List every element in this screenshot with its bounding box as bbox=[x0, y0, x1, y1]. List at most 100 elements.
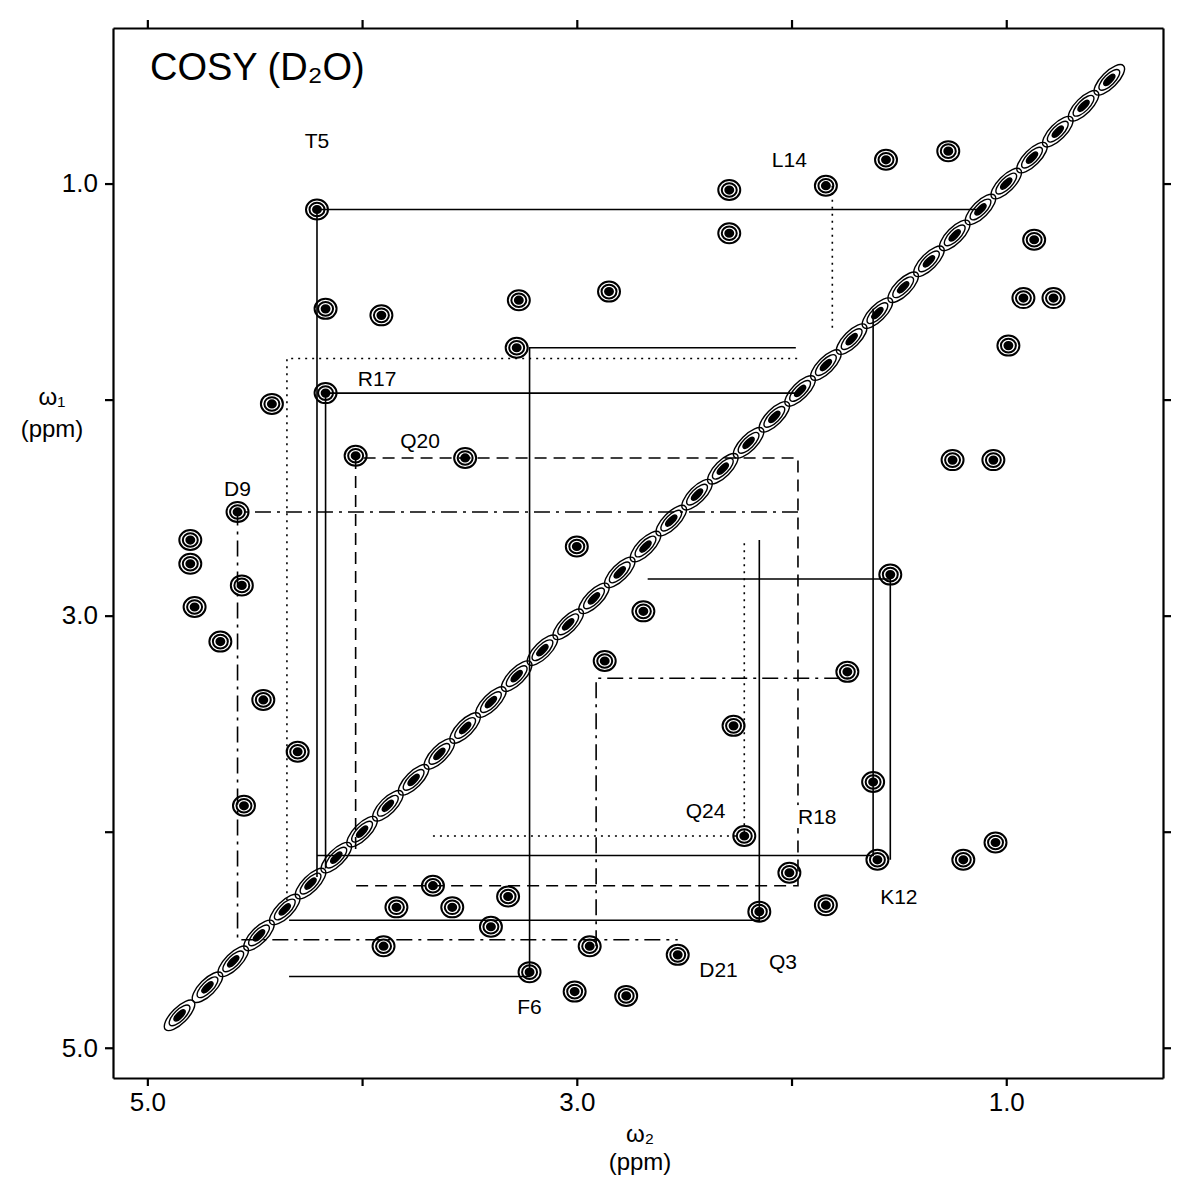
peak-contour bbox=[651, 501, 691, 541]
tick-label: 3.0 bbox=[62, 600, 98, 630]
peak-contour bbox=[441, 897, 463, 917]
contour-ring bbox=[670, 948, 685, 962]
diagonal-peak bbox=[729, 423, 769, 463]
contour-ring bbox=[725, 230, 733, 237]
tick-mark bbox=[1163, 615, 1171, 617]
cross-peak bbox=[287, 742, 309, 762]
cross-peak bbox=[345, 446, 367, 466]
peak-contour bbox=[626, 527, 666, 567]
contour-ring bbox=[948, 228, 962, 242]
contour-ring bbox=[445, 901, 460, 915]
contour-ring bbox=[1096, 66, 1123, 93]
tick: 1.0 bbox=[62, 168, 113, 198]
tick-mark bbox=[147, 1078, 149, 1086]
tick: 5.0 bbox=[130, 1078, 166, 1117]
tick-mark bbox=[105, 1047, 113, 1049]
cross-peak bbox=[937, 141, 959, 161]
contour-ring bbox=[993, 170, 1020, 197]
diagonal-peak bbox=[806, 345, 846, 385]
contour-ring bbox=[992, 839, 1000, 846]
contour-ring bbox=[602, 285, 617, 299]
contour-ring bbox=[183, 557, 198, 571]
contour-ring bbox=[959, 856, 967, 863]
peak-contour bbox=[564, 982, 586, 1002]
contour-ring bbox=[1025, 151, 1039, 165]
spin-system-path bbox=[317, 309, 873, 856]
spin-system-path bbox=[433, 540, 744, 836]
contour-ring bbox=[1001, 339, 1016, 353]
spin-system-label: T5 bbox=[305, 129, 330, 152]
diagonal-peak bbox=[780, 371, 820, 411]
contour-ring bbox=[879, 153, 894, 167]
tick-mark bbox=[105, 183, 113, 185]
tick-label: 5.0 bbox=[62, 1033, 98, 1063]
peak-contour bbox=[454, 448, 476, 468]
contour-ring bbox=[555, 611, 582, 638]
contour-ring bbox=[606, 559, 633, 586]
spin-system-label: R17 bbox=[358, 367, 397, 390]
peak-contour bbox=[1038, 112, 1078, 152]
peak-contour bbox=[733, 826, 755, 846]
contour-ring bbox=[200, 980, 214, 994]
contour-ring bbox=[986, 453, 1001, 467]
cross-peak bbox=[718, 223, 740, 243]
peak-contour bbox=[548, 604, 588, 644]
contour-ring bbox=[822, 182, 830, 189]
spin-system-label-group: Q3 bbox=[767, 950, 799, 973]
diagonal-peak bbox=[600, 553, 640, 593]
contour-ring bbox=[294, 748, 302, 755]
diagonal-peak bbox=[445, 708, 485, 748]
spin-system-label: Q3 bbox=[769, 950, 797, 973]
contour-ring bbox=[374, 792, 401, 819]
spin-system-label: D9 bbox=[224, 477, 251, 500]
tick-mark bbox=[361, 20, 363, 28]
contour-ring bbox=[452, 715, 479, 742]
diagonal-peak bbox=[317, 838, 357, 878]
contour-ring bbox=[429, 882, 437, 889]
contour-ring bbox=[967, 196, 994, 223]
contour-ring bbox=[256, 693, 271, 707]
diagonal-peak bbox=[883, 267, 923, 307]
peak-contour bbox=[858, 293, 898, 333]
peak-contour bbox=[778, 863, 800, 883]
contour-ring bbox=[890, 274, 917, 301]
tick-mark bbox=[147, 20, 149, 28]
peak-contour bbox=[780, 371, 820, 411]
tick-mark bbox=[576, 1078, 578, 1086]
contour-ring bbox=[818, 898, 833, 912]
peak-contour bbox=[233, 796, 255, 816]
contour-ring bbox=[1027, 233, 1042, 247]
spin-system-label-group: Q24 bbox=[684, 799, 728, 822]
contour-ring bbox=[313, 206, 321, 213]
spin-system-path bbox=[326, 393, 798, 868]
diagonal-peak bbox=[291, 864, 331, 904]
label-background bbox=[515, 995, 544, 1018]
peak-contour bbox=[373, 936, 395, 956]
contour-ring bbox=[389, 901, 404, 915]
cross-peak bbox=[778, 863, 800, 883]
tick: 3.0 bbox=[62, 600, 113, 630]
y-axis-title: ω₁(ppm) bbox=[21, 383, 84, 442]
cross-peak bbox=[579, 936, 601, 956]
diagonal-peak bbox=[986, 164, 1026, 204]
contour-ring bbox=[349, 818, 376, 845]
contour-ring bbox=[477, 689, 504, 716]
tick-mark bbox=[576, 20, 578, 28]
peak-contour bbox=[239, 916, 279, 956]
contour-ring bbox=[529, 637, 556, 664]
x-axis: 5.03.01.0 bbox=[114, 1078, 1164, 1117]
cross-peak bbox=[508, 290, 530, 310]
contour-ring bbox=[278, 902, 292, 916]
tick-mark bbox=[105, 831, 113, 833]
peak-contour bbox=[342, 812, 382, 852]
contour-ring bbox=[896, 280, 910, 294]
contour-ring bbox=[587, 591, 601, 605]
tick-mark bbox=[1163, 1047, 1171, 1049]
spin-system-path bbox=[648, 579, 891, 860]
contour-ring bbox=[586, 943, 594, 950]
peak-contour bbox=[480, 917, 502, 937]
peak-contour bbox=[287, 742, 309, 762]
contour-ring bbox=[949, 456, 957, 463]
contour-ring bbox=[322, 390, 330, 397]
contour-ring bbox=[503, 663, 530, 690]
